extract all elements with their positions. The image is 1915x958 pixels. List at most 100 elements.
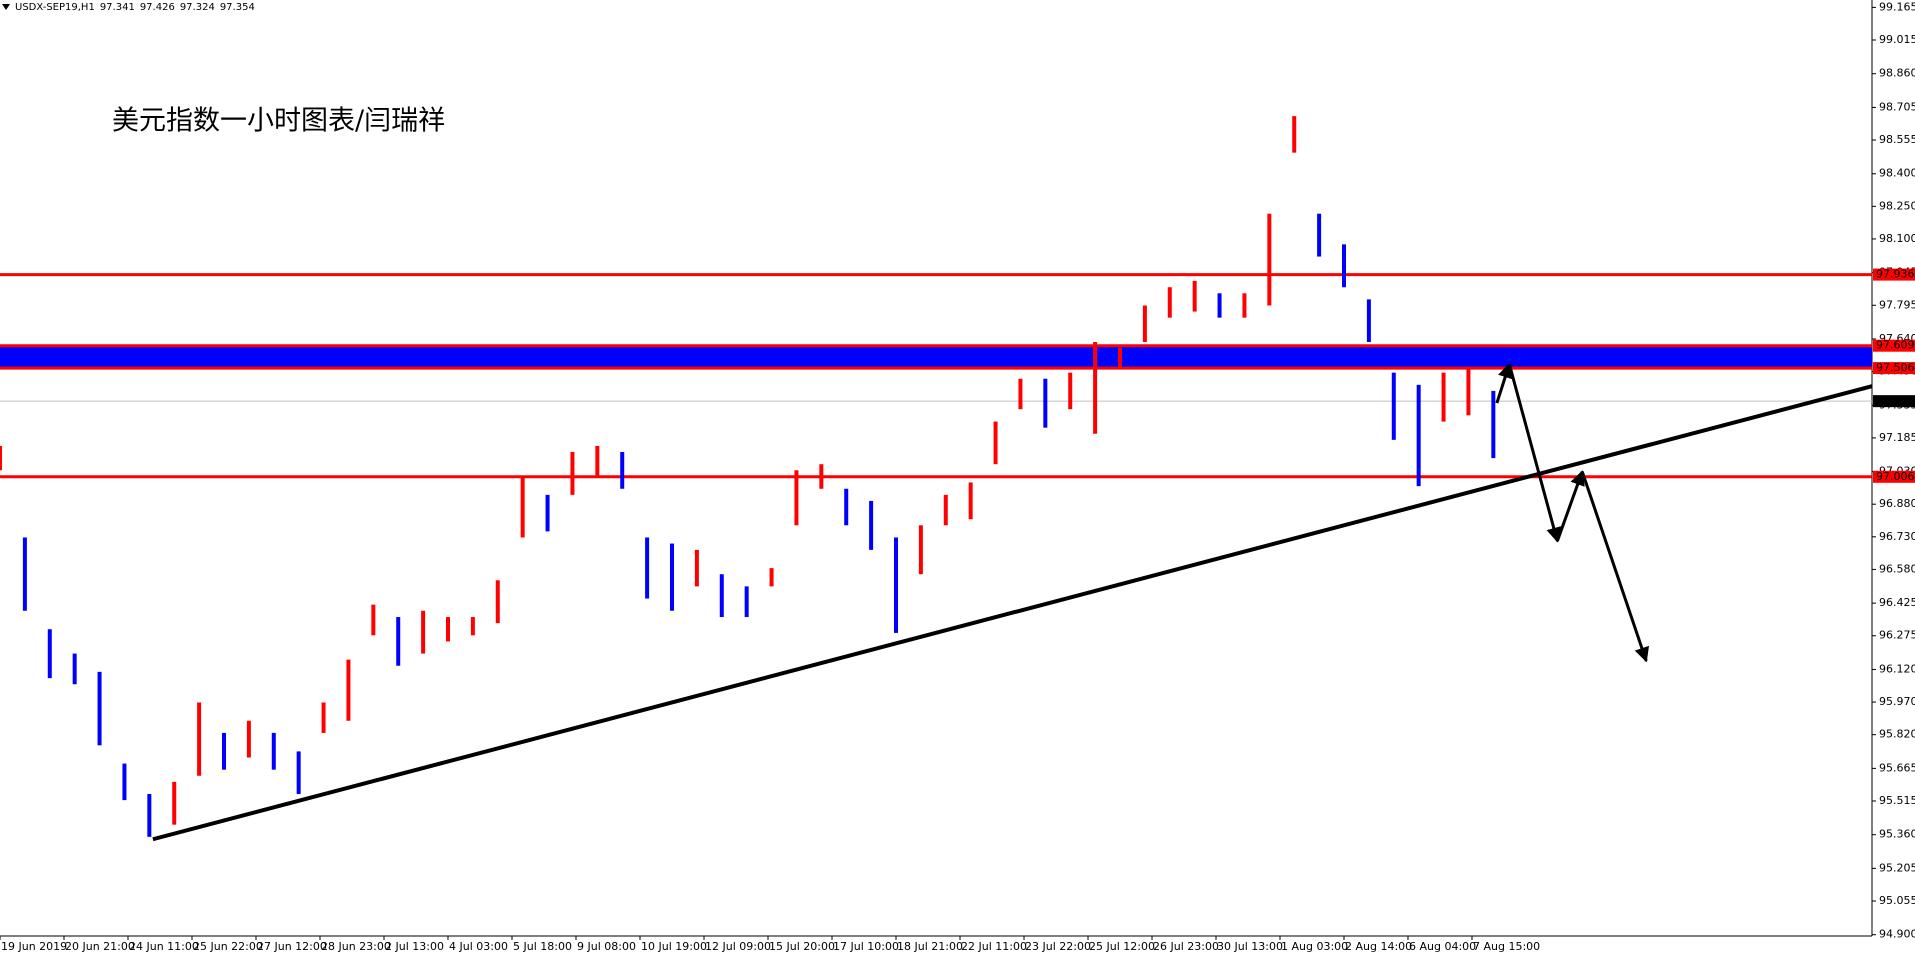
- price-bar: [122, 763, 127, 801]
- price-bar: [1441, 372, 1446, 422]
- price-bar: [794, 470, 799, 526]
- x-tick-label: 22 Jul 11:00: [961, 940, 1027, 953]
- price-bar: [968, 482, 973, 520]
- price-bar: [943, 494, 948, 526]
- price-bar: [769, 568, 774, 587]
- x-tick-label: 6 Aug 04:00: [1409, 940, 1476, 953]
- x-tick-label: 15 Jul 20:00: [769, 940, 835, 953]
- header: USDX-SEP19,H1 97.341 97.426 97.324 97.35…: [2, 0, 255, 14]
- price-bar: [1192, 280, 1197, 312]
- price-bar: [246, 720, 251, 758]
- y-tick-label: 95.820: [1879, 728, 1915, 741]
- price-bar: [570, 452, 575, 495]
- y-tick-label: 96.120: [1879, 662, 1915, 675]
- price-bar: [1142, 305, 1147, 343]
- y-tick-label: 94.900: [1879, 928, 1915, 941]
- price-label-box: [1873, 470, 1915, 483]
- price-bar: [296, 751, 301, 795]
- price-label-box: [1873, 268, 1915, 281]
- price-bar: [1242, 293, 1247, 318]
- y-tick-label: 96.275: [1879, 629, 1915, 642]
- price-bar: [670, 543, 674, 611]
- low: 97.324: [179, 1, 215, 13]
- price-bar: [595, 445, 600, 477]
- price-bar: [1391, 372, 1396, 440]
- price-label: 97.354: [1876, 394, 1915, 407]
- x-tick-label: 12 Jul 09:00: [705, 940, 771, 953]
- price-label-box: [1873, 395, 1915, 408]
- price-bar: [147, 794, 152, 837]
- x-tick-label: 20 Jun 21:00: [65, 940, 135, 953]
- price-bar: [271, 732, 276, 770]
- y-tick-label: 98.100: [1879, 232, 1915, 245]
- price-label: 97.006: [1876, 470, 1915, 483]
- price-bar: [1118, 348, 1122, 367]
- y-tick-label: 96.425: [1879, 596, 1915, 609]
- x-tick-label: 4 Jul 03:00: [449, 940, 508, 953]
- price-bar: [645, 537, 650, 599]
- y-tick-label: 98.705: [1879, 100, 1915, 113]
- y-tick-label: 97.185: [1879, 431, 1915, 444]
- x-tick-label: 19 Jun 2019: [1, 940, 67, 953]
- x-tick-label: 27 Jun 12:00: [257, 940, 327, 953]
- price-bar: [1043, 378, 1048, 428]
- y-tick-label: 96.880: [1879, 497, 1915, 510]
- x-tick-label: 2 Aug 14:00: [1345, 940, 1412, 953]
- price-bar: [1366, 299, 1371, 343]
- price-bar: [1342, 244, 1346, 288]
- price-bar: [1466, 366, 1471, 416]
- price-bar: [545, 494, 550, 532]
- price-bar: [346, 659, 351, 721]
- x-tick-label: 30 Jul 13:00: [1217, 940, 1283, 953]
- x-tick-label: 28 Jun 23:00: [321, 940, 391, 953]
- price-bar: [1292, 116, 1297, 153]
- price-bar: [744, 586, 749, 618]
- high: 97.426: [139, 1, 175, 13]
- price-bar: [1491, 390, 1496, 459]
- x-tick-label: 2 Jul 13:00: [385, 940, 444, 953]
- price-bar: [446, 617, 450, 642]
- price-bar: [1317, 213, 1322, 257]
- projection-arrow: [1495, 362, 1513, 404]
- price-label: 97.609: [1876, 339, 1915, 352]
- x-tick-label: 25 Jul 12:00: [1089, 940, 1155, 953]
- symbol: USDX-SEP19,H1: [15, 1, 95, 13]
- price-label: 97.936: [1876, 268, 1915, 281]
- open: 97.341: [99, 1, 135, 13]
- menu-triangle[interactable]: [2, 4, 10, 10]
- price-bar: [620, 452, 625, 489]
- price-bar: [1217, 293, 1222, 318]
- trendline: [152, 384, 1873, 842]
- x-tick-label: 25 Jun 22:00: [193, 940, 263, 953]
- price-bar: [197, 702, 202, 776]
- price-bar: [97, 671, 102, 746]
- price-bar: [1267, 213, 1272, 306]
- price-bar: [371, 604, 376, 636]
- price-bar: [47, 629, 52, 679]
- price-bar: [222, 732, 226, 770]
- y-tick-label: 95.205: [1879, 861, 1915, 874]
- y-tick-label: 95.360: [1879, 828, 1915, 841]
- price-label-box: [1873, 339, 1915, 352]
- x-tick-label: 24 Jun 11:00: [129, 940, 199, 953]
- y-tick-label: 98.250: [1879, 199, 1915, 212]
- x-tick-label: 23 Jul 22:00: [1025, 940, 1091, 953]
- x-tick-label: 7 Aug 15:00: [1473, 940, 1540, 953]
- price-bar: [470, 617, 475, 636]
- price-bar: [869, 500, 874, 550]
- price-bar: [1018, 378, 1023, 410]
- price-label-box: [1873, 362, 1915, 375]
- y-tick-label: 99.015: [1879, 33, 1915, 46]
- x-tick-label: 17 Jul 10:00: [833, 940, 899, 953]
- price-bar: [421, 610, 426, 654]
- y-tick-label: 98.555: [1879, 133, 1915, 146]
- price-bar: [694, 549, 699, 587]
- price-bar: [520, 476, 525, 538]
- x-tick-label: 10 Jul 19:00: [641, 940, 707, 953]
- y-tick-label: 96.730: [1879, 530, 1915, 543]
- y-tick-label: 98.400: [1879, 167, 1915, 180]
- price-bar: [1068, 372, 1073, 410]
- price-bar: [719, 574, 724, 618]
- y-tick-label: 99.165: [1879, 0, 1915, 13]
